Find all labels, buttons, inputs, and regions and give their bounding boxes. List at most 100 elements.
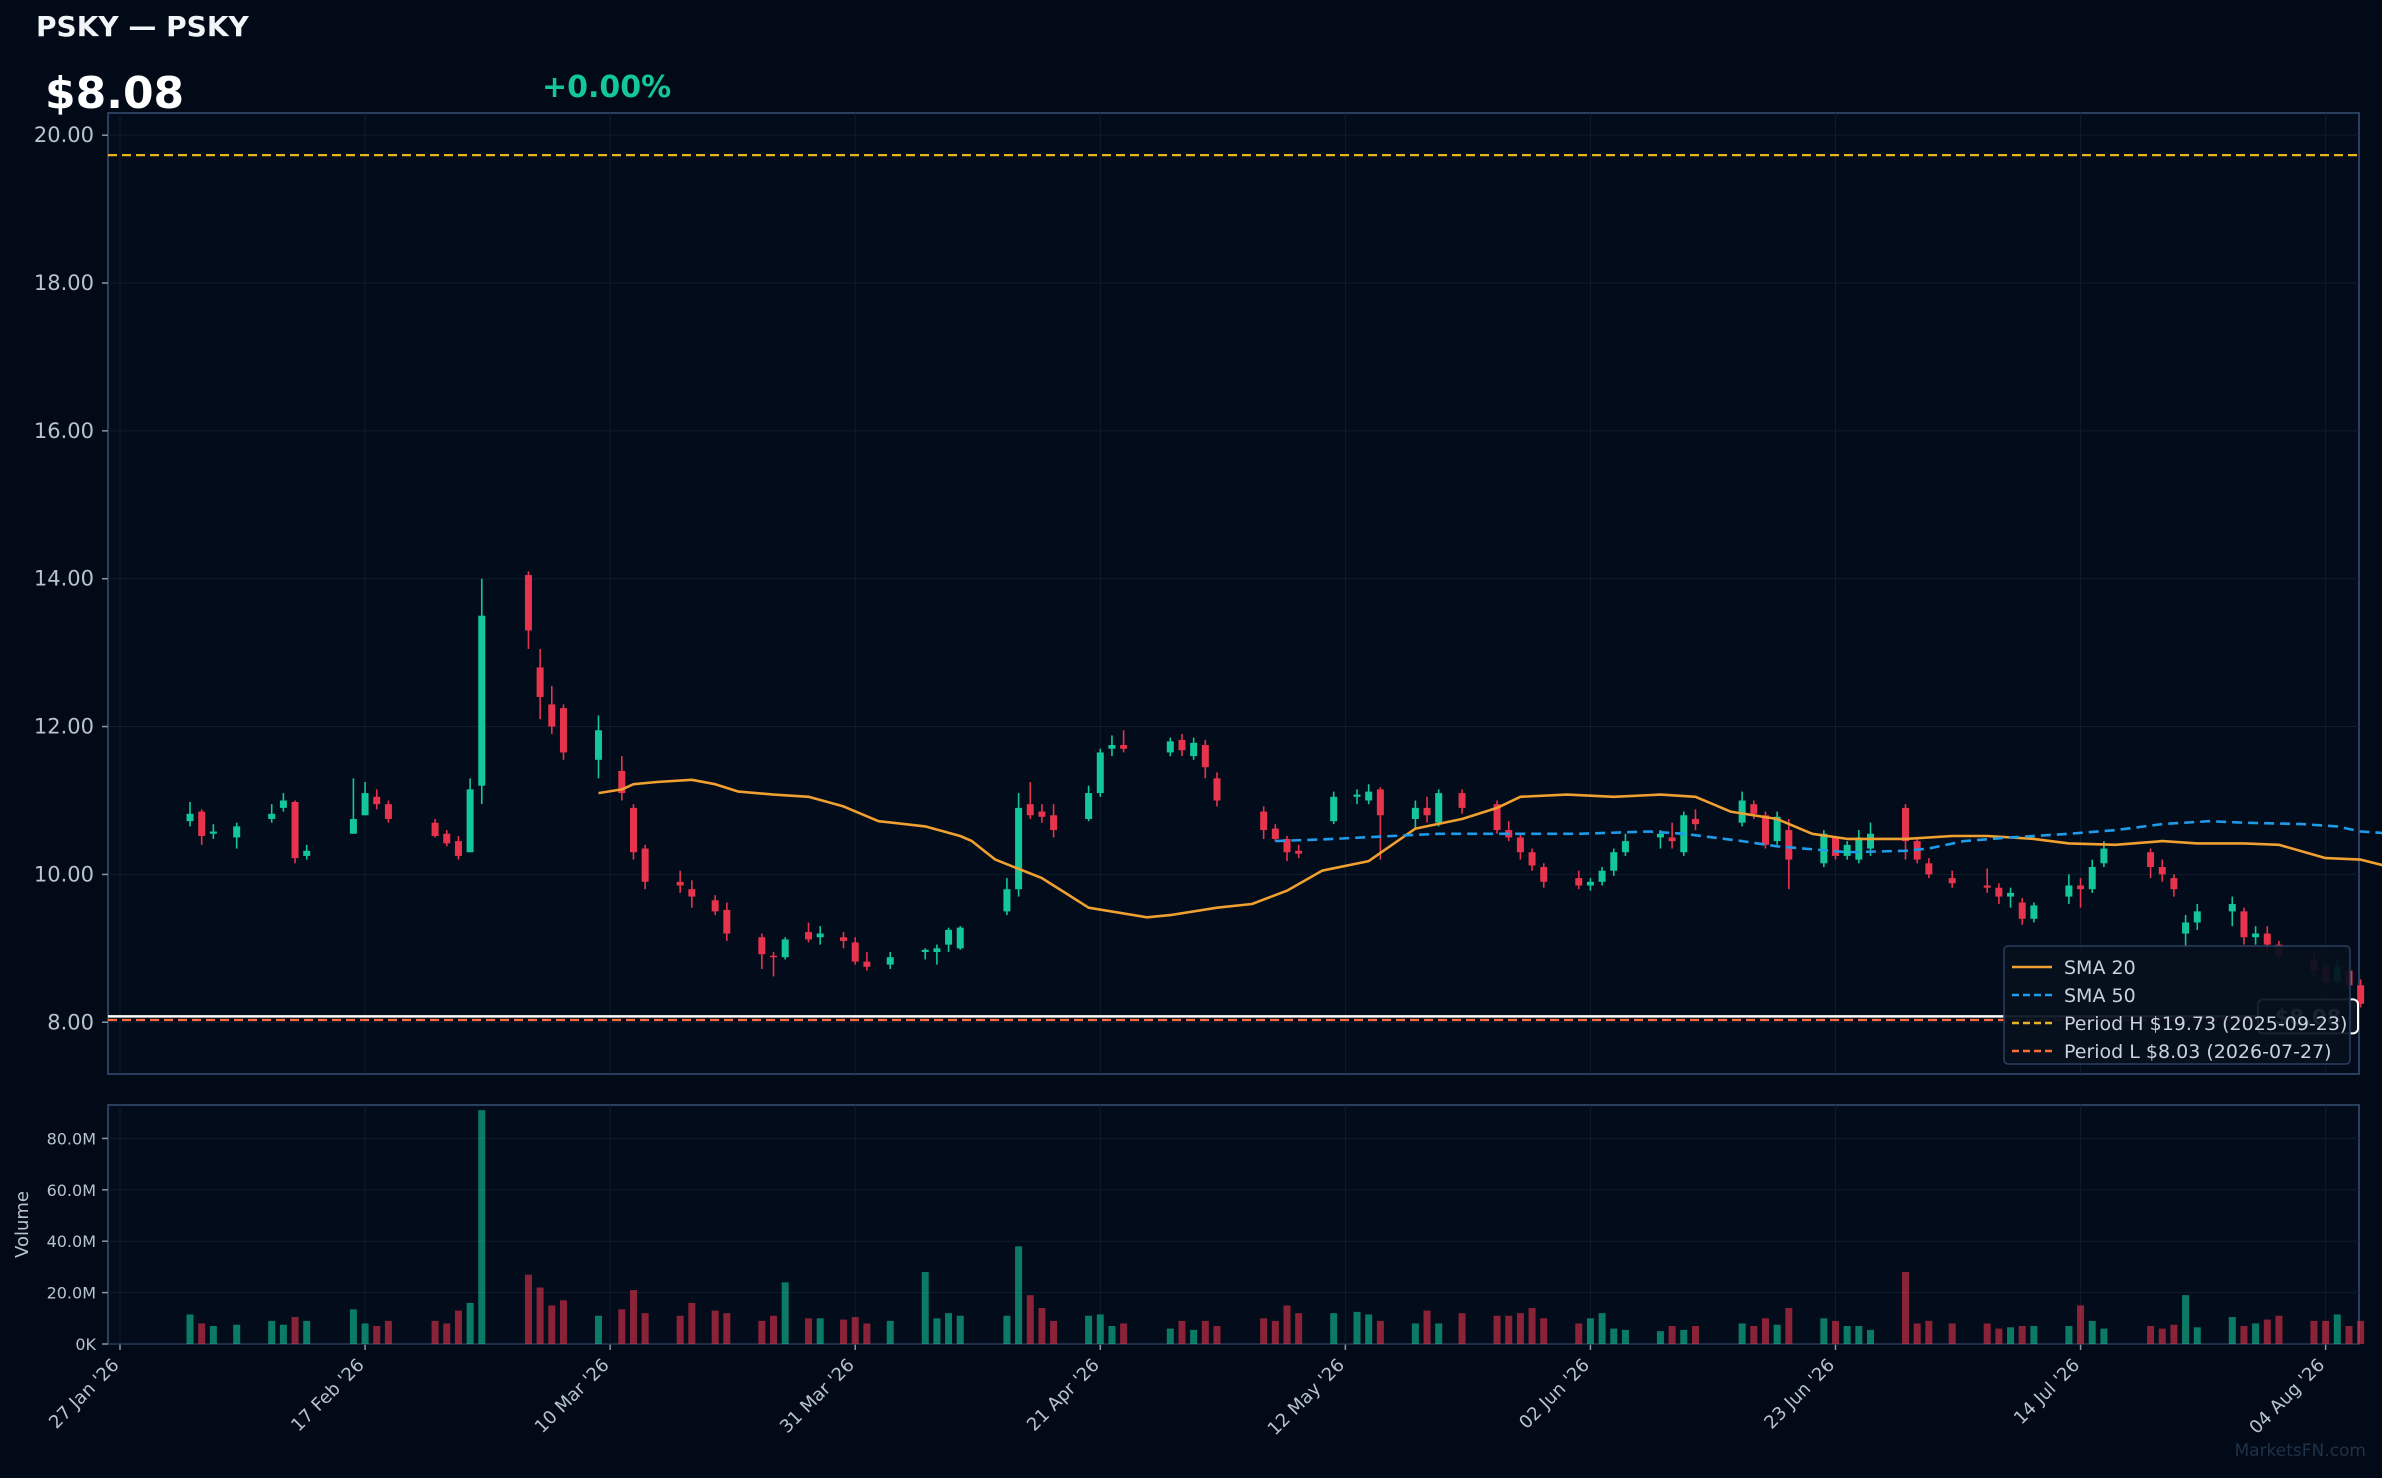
volume-bar <box>268 1321 275 1344</box>
volume-bar <box>2334 1314 2341 1344</box>
candle-body <box>1844 845 1851 856</box>
volume-bar <box>1202 1321 1209 1344</box>
volume-bar <box>1412 1323 1419 1344</box>
volume-bar <box>303 1321 310 1344</box>
volume-bar <box>560 1300 567 1344</box>
volume-bar <box>618 1309 625 1344</box>
volume-bar <box>1167 1329 1174 1344</box>
volume-bar <box>1540 1318 1547 1344</box>
candle-body <box>1739 800 1746 822</box>
candle-body <box>642 849 649 882</box>
volume-bar <box>1108 1326 1115 1344</box>
candle-body <box>1750 804 1757 814</box>
volume-bar <box>688 1303 695 1344</box>
candle-body <box>1330 797 1337 821</box>
candle-body <box>630 808 637 852</box>
candle-body <box>2065 885 2072 896</box>
candle-body <box>2229 904 2236 911</box>
candle-body <box>303 851 310 856</box>
volume-bar <box>642 1313 649 1344</box>
volume-bar <box>1517 1313 1524 1344</box>
volume-bar <box>2275 1316 2282 1344</box>
volume-bar <box>525 1275 532 1344</box>
candle-body <box>688 889 695 896</box>
volume-bar <box>933 1318 940 1344</box>
candle-body <box>1949 878 1956 883</box>
candle-body <box>1517 837 1524 852</box>
candle-body <box>1424 808 1431 815</box>
candle-body <box>385 804 392 819</box>
candle-body <box>2077 885 2084 889</box>
volume-bar <box>1995 1329 2002 1344</box>
volume-bar <box>1213 1326 1220 1344</box>
candle-body <box>548 704 555 726</box>
volume-bar <box>1855 1326 1862 1344</box>
volume-bar <box>2252 1323 2259 1344</box>
candle-body <box>210 832 217 834</box>
volume-bar <box>1272 1321 1279 1344</box>
volume-bar <box>1610 1329 1617 1344</box>
candle-body <box>1435 793 1442 823</box>
candle-body <box>1295 851 1302 854</box>
candle-body <box>1529 852 1536 865</box>
legend-label: SMA 20 <box>2064 957 2136 979</box>
x-tick-label: 21 Apr '26 <box>1023 1355 1104 1436</box>
volume-bar <box>1435 1323 1442 1344</box>
volume-bar <box>1295 1313 1302 1344</box>
candle-body <box>2182 922 2189 933</box>
candle-body <box>1038 812 1045 817</box>
candle-body <box>1260 812 1267 830</box>
candle-body <box>1354 795 1361 797</box>
candle-body <box>723 910 730 934</box>
volume-bar <box>1015 1246 1022 1344</box>
volume-bar <box>2007 1327 2014 1344</box>
volume-bar <box>1785 1308 1792 1344</box>
volume-bar <box>1587 1318 1594 1344</box>
volume-bar <box>1575 1323 1582 1344</box>
candle-body <box>198 812 205 836</box>
candle-body <box>455 841 462 856</box>
volume-bar <box>1354 1312 1361 1344</box>
candle-body <box>233 826 240 837</box>
candle-body <box>782 939 789 957</box>
volume-bar <box>548 1305 555 1344</box>
volume-bar <box>1365 1314 1372 1344</box>
volume-bar <box>1599 1313 1606 1344</box>
volume-bar <box>2019 1326 2026 1344</box>
candle-body <box>817 934 824 938</box>
volume-tick-label: 80.0M <box>47 1129 96 1148</box>
volume-bar <box>385 1321 392 1344</box>
x-tick-label: 27 Jan '26 <box>45 1355 123 1433</box>
candle-body <box>1213 778 1220 800</box>
volume-bar <box>1657 1331 1664 1344</box>
volume-bar <box>817 1318 824 1344</box>
candle-body <box>2030 905 2037 918</box>
legend-label: Period H $19.73 (2025-09-23) <box>2064 1013 2347 1035</box>
volume-bar <box>1330 1313 1337 1344</box>
volume-tick-label: 20.0M <box>47 1284 96 1303</box>
volume-bar <box>362 1323 369 1344</box>
candle-body <box>373 797 380 804</box>
candle-body <box>2357 985 2364 1003</box>
candle-body <box>350 819 357 834</box>
price-tick-label: 12.00 <box>34 715 94 739</box>
candle-body <box>2252 934 2259 938</box>
candle-body <box>1622 841 1629 852</box>
candle-body <box>1015 808 1022 889</box>
candle-body <box>1669 837 1676 841</box>
volume-bar <box>805 1318 812 1344</box>
volume-bar <box>1494 1316 1501 1344</box>
candle-body <box>443 834 450 844</box>
x-tick-label: 31 Mar '26 <box>776 1355 859 1438</box>
volume-bar <box>1260 1318 1267 1344</box>
volume-bar <box>887 1321 894 1344</box>
volume-bar <box>467 1303 474 1344</box>
x-tick-label: 12 May '26 <box>1264 1355 1349 1440</box>
candle-body <box>362 793 369 815</box>
legend-label: Period L $8.03 (2026-07-27) <box>2064 1041 2332 1063</box>
candle-body <box>712 900 719 911</box>
candle-body <box>2100 849 2107 864</box>
volume-bar <box>770 1316 777 1344</box>
volume-bar <box>712 1311 719 1344</box>
volume-bar <box>945 1313 952 1344</box>
